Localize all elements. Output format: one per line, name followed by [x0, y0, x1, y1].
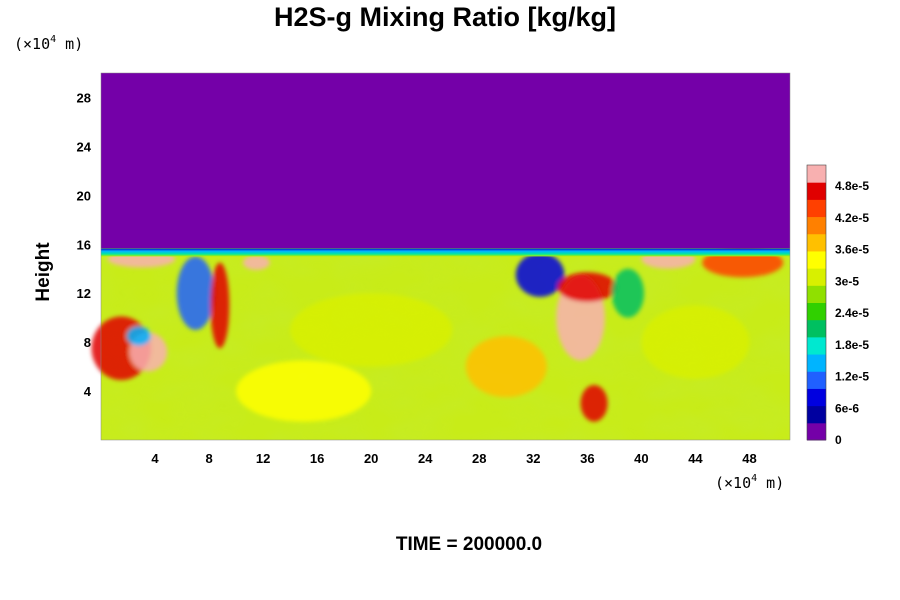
colorbar-swatch	[807, 405, 826, 424]
y-tick-label: 4	[84, 384, 92, 399]
field-feature	[515, 252, 565, 297]
colorbar-tick-label: 3e-5	[835, 274, 859, 288]
heatmap-features	[91, 247, 784, 422]
y-tick-label: 12	[77, 286, 91, 301]
field-feature	[126, 326, 151, 346]
colorbar-swatch	[807, 354, 826, 372]
y-tick-label: 16	[77, 237, 91, 252]
interface-gradient	[101, 248, 790, 257]
y-tick-label: 8	[84, 335, 91, 350]
y-tick-label: 24	[77, 139, 92, 154]
x-tick-label: 24	[418, 451, 433, 466]
field-feature	[641, 305, 750, 379]
y-tick-label: 20	[77, 188, 91, 203]
field-feature	[290, 293, 453, 367]
x-tick-label: 16	[310, 451, 324, 466]
field-feature	[580, 384, 608, 422]
colorbar-tick-label: 0	[835, 433, 842, 447]
colorbar-swatch	[807, 319, 826, 338]
colorbar-tick-label: 6e-6	[835, 401, 859, 415]
colorbar-tick-label: 4.2e-5	[835, 211, 869, 225]
heatmap-plot-area	[91, 72, 791, 441]
colorbar-tick-label: 2.4e-5	[835, 306, 869, 320]
x-tick-label: 32	[526, 451, 540, 466]
field-feature	[611, 268, 645, 318]
x-tick-label: 44	[688, 451, 703, 466]
y-unit-exponent: 4	[50, 34, 56, 45]
colorbar-swatch	[807, 388, 826, 407]
y-unit-prefix: (×10	[14, 35, 50, 53]
colorbar-swatch	[807, 165, 826, 183]
colorbar-swatch	[807, 233, 826, 252]
field-feature	[465, 336, 547, 398]
x-unit-label: (×104 m)	[715, 473, 784, 492]
field-feature	[236, 360, 372, 422]
x-tick-label: 28	[472, 451, 486, 466]
x-tick-label: 36	[580, 451, 594, 466]
chart-title: H2S-g Mixing Ratio [kg/kg]	[274, 2, 616, 32]
y-axis-label: Height	[33, 242, 54, 302]
field-feature	[210, 262, 230, 349]
interface-band	[101, 248, 790, 257]
x-tick-label: 48	[742, 451, 756, 466]
field-feature	[242, 255, 270, 270]
x-tick-label: 12	[256, 451, 270, 466]
x-unit-suffix: m)	[757, 474, 784, 492]
time-label: TIME = 200000.0	[396, 534, 542, 555]
colorbar-tick-label: 1.8e-5	[835, 338, 869, 352]
colorbar	[806, 164, 827, 441]
colorbar-swatch	[807, 182, 826, 200]
upper-layer-field	[101, 73, 790, 248]
colorbar-swatch	[807, 285, 826, 303]
y-axis-ticks: 4 8 12 16 20 24 28	[77, 90, 92, 399]
x-axis-ticks: 4 8 12 16 20 24 28 32 36 40 44 48	[151, 451, 756, 466]
plot-frame	[100, 72, 791, 441]
colorbar-swatch	[807, 250, 826, 269]
colorbar-swatch	[807, 422, 826, 441]
colorbar-frame	[806, 164, 827, 441]
colorbar-tick-label: 1.2e-5	[835, 370, 869, 384]
field-feature	[176, 256, 215, 330]
colorbar-swatch	[807, 268, 826, 286]
colorbar-swatch	[807, 371, 826, 389]
x-unit-exponent: 4	[751, 473, 757, 484]
colorbar-tick-label: 3.6e-5	[835, 243, 869, 257]
y-unit-suffix: m)	[56, 35, 83, 53]
x-tick-label: 4	[151, 451, 159, 466]
x-tick-label: 8	[205, 451, 212, 466]
colorbar-ticks: 0 6e-6 1.2e-5 1.8e-5 2.4e-5 3e-5 3.6e-5 4.2e-5 4…	[835, 179, 869, 447]
colorbar-swatch	[807, 336, 826, 355]
colorbar-swatch	[807, 302, 826, 321]
y-unit-label: (×104 m)	[14, 34, 83, 53]
colorbar-swatch	[807, 216, 826, 235]
x-tick-label: 20	[364, 451, 378, 466]
y-tick-label: 28	[77, 90, 91, 105]
colorbar-swatch	[807, 199, 826, 218]
colorbar-tick-label: 4.8e-5	[835, 179, 869, 193]
x-tick-label: 40	[634, 451, 648, 466]
x-unit-prefix: (×10	[715, 474, 751, 492]
field-feature	[557, 272, 618, 302]
